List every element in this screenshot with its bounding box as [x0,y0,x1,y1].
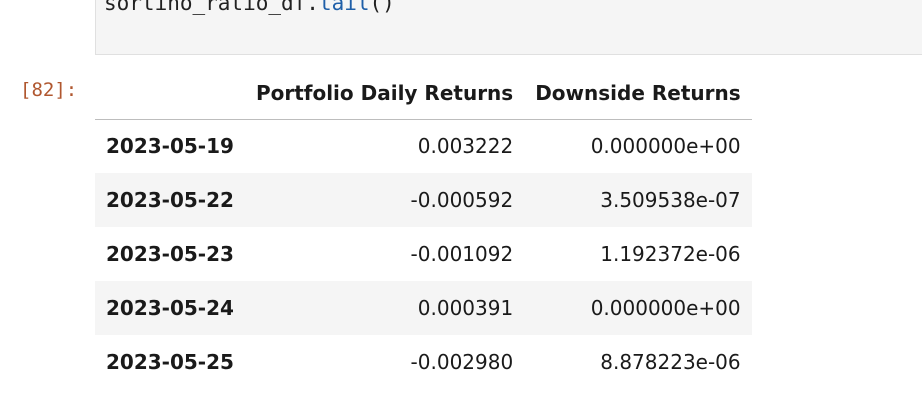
column-header: Downside Returns [524,68,752,120]
row-index: 2023-05-19 [106,134,234,159]
cell-portfolio-return: -0.000592 [410,188,514,212]
header-row: Portfolio Daily Returns Downside Returns [95,68,752,120]
code-object: sortino_ratio_df [104,0,307,15]
cell-downside-return: 0.000000e+00 [590,296,741,320]
row-index: 2023-05-22 [106,188,234,212]
cell-portfolio-return: -0.002980 [410,350,514,374]
code-method: tail [318,0,370,15]
cell-downside-return: 0.000000e+00 [590,134,741,159]
table-row: 2023-05-25 -0.002980 8.878223e-06 [95,335,752,389]
cell-portfolio-return: 0.003222 [417,134,514,159]
table-row: 2023-05-24 0.000391 0.000000e+00 [95,281,752,335]
row-index: 2023-05-23 [106,242,234,266]
table-row: 2023-05-19 0.003222 0.000000e+00 [95,119,752,173]
cell-portfolio-return: -0.001092 [410,242,514,266]
code-parens: () [369,0,395,15]
index-header [95,68,245,120]
column-header: Portfolio Daily Returns [244,68,525,120]
code-line: sortino_ratio_df.tail() [104,0,395,15]
cell-downside-return: 1.192372e-06 [600,242,741,266]
table-row: 2023-05-22 -0.000592 3.509538e-07 [95,173,752,227]
cell-portfolio-return: 0.000391 [417,296,514,320]
code-cell[interactable]: sortino_ratio_df.tail() [95,0,922,55]
cell-downside-return: 8.878223e-06 [600,350,741,374]
cell-downside-return: 3.509538e-07 [600,188,741,212]
table-row: 2023-05-23 -0.001092 1.192372e-06 [95,227,752,281]
execution-count-prompt: [82]: [20,79,78,101]
dataframe-table: Portfolio Daily Returns Downside Returns… [95,68,752,389]
row-index: 2023-05-25 [106,350,234,374]
code-dot: . [306,0,319,15]
row-index: 2023-05-24 [106,296,234,320]
